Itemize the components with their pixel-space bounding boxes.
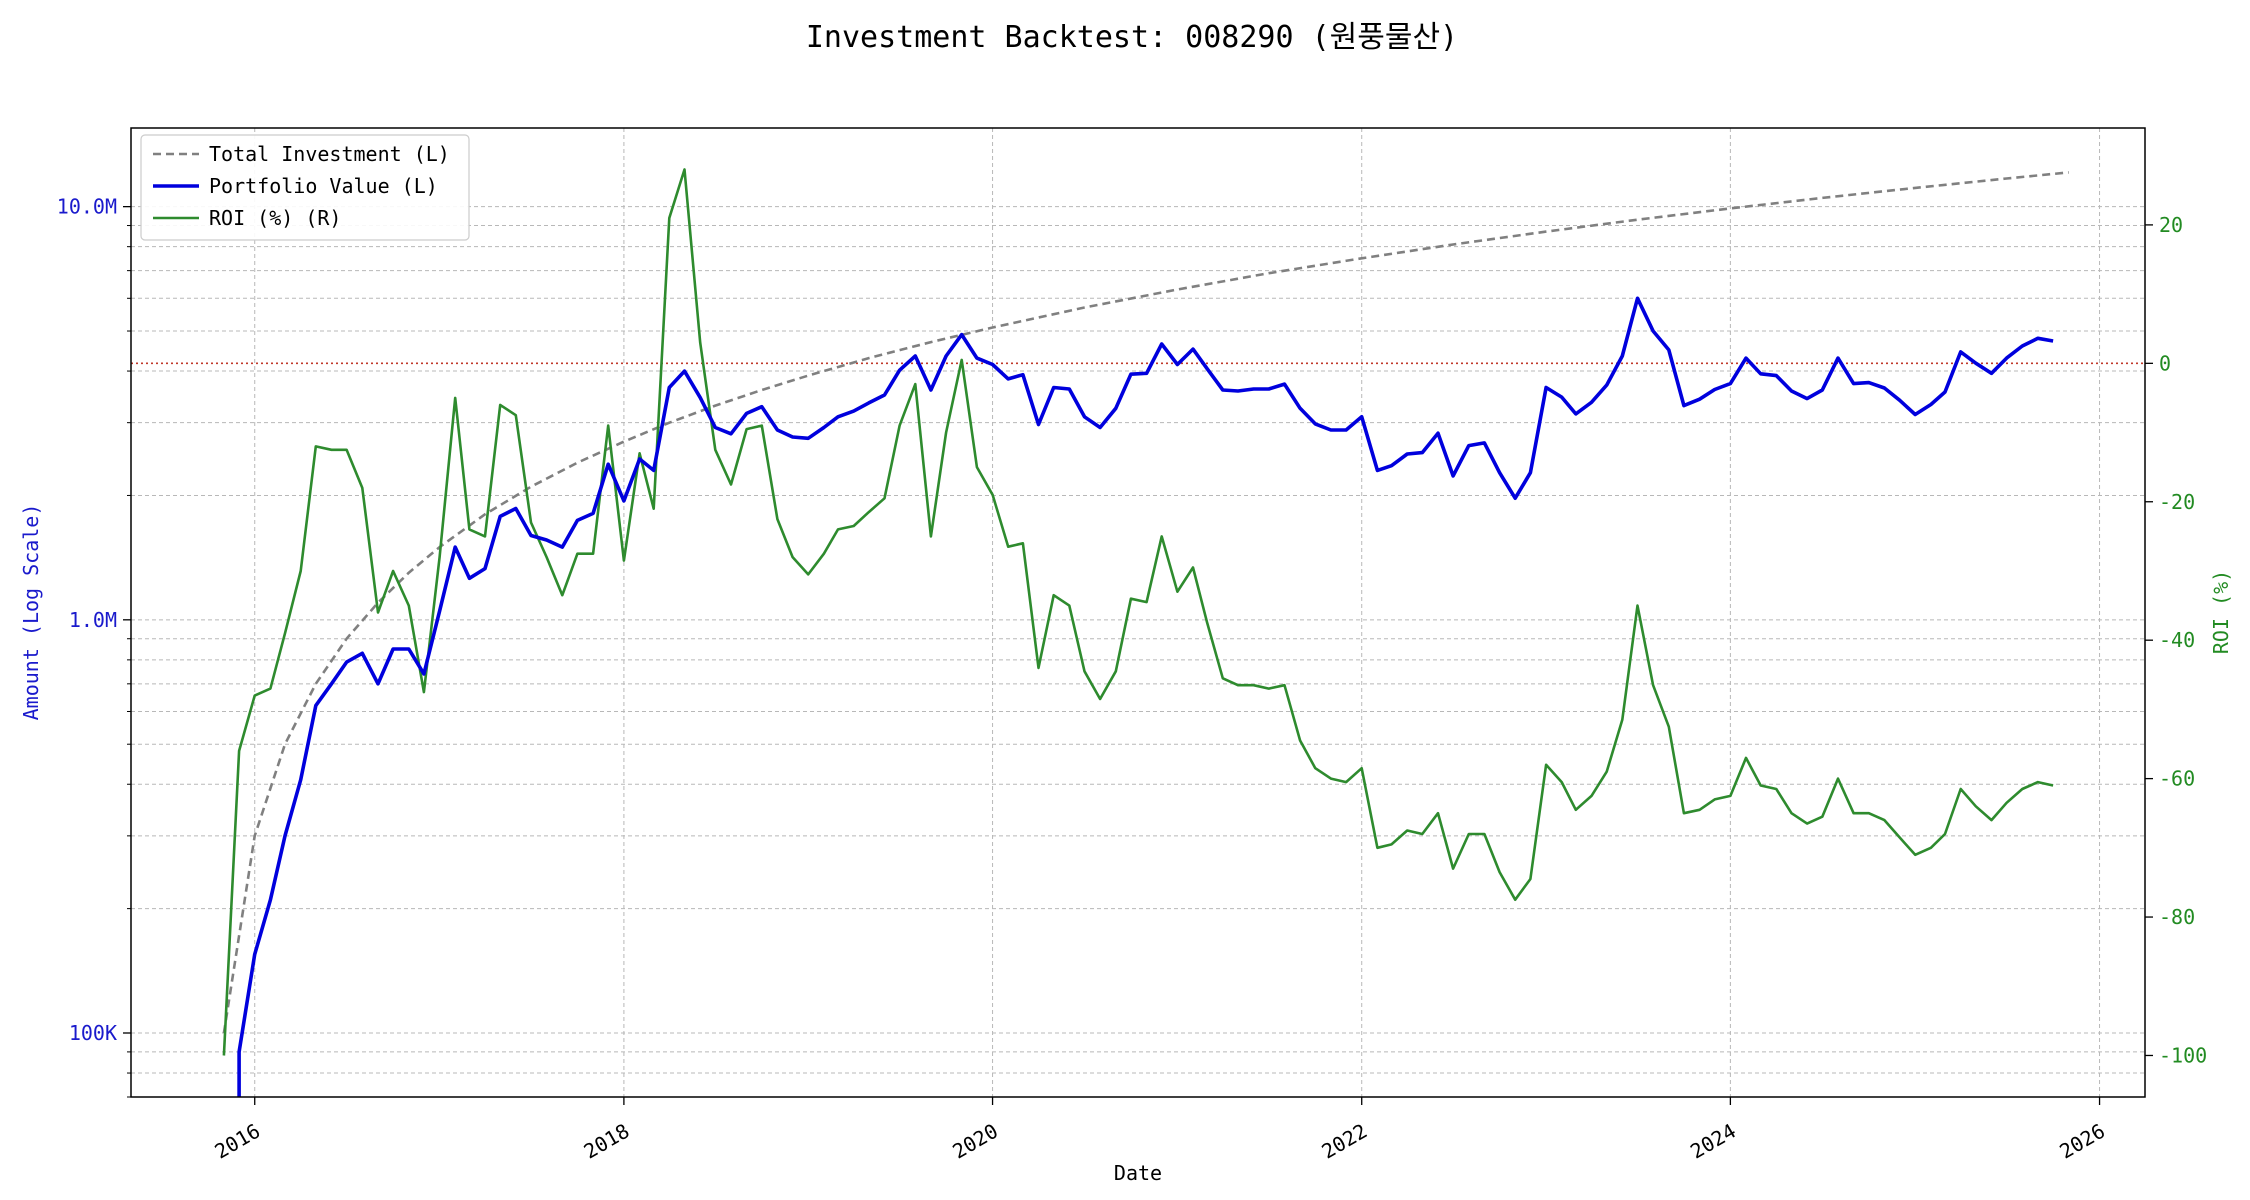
x-tick-label-2022: 2022 <box>1318 1119 1372 1164</box>
y-right-tick-label--20: -20 <box>2159 490 2195 514</box>
x-tick-label-2024: 2024 <box>1686 1119 1740 1164</box>
x-tick-label-2020: 2020 <box>948 1119 1002 1164</box>
chart-title: Investment Backtest: 008290 (원풍물산) <box>806 20 1458 55</box>
legend-label-portfolio-value: Portfolio Value (L) <box>209 174 438 198</box>
y-axis-right-label: ROI (%) <box>2209 570 2233 654</box>
y-left-tick-label-1000000: 1.0M <box>69 608 117 632</box>
x-axis-label: Date <box>1114 1161 1162 1185</box>
y-left-tick-label-10000000: 10.0M <box>57 195 117 219</box>
grid-lines <box>131 128 2145 1098</box>
y-right-tick-label--40: -40 <box>2159 628 2195 652</box>
y-axis-left: 100K 1.0M 10.0M <box>57 195 131 1098</box>
y-left-tick-label-100000: 100K <box>69 1021 117 1045</box>
y-right-tick-label-20: 20 <box>2159 213 2183 237</box>
y-right-tick-label--80: -80 <box>2159 905 2195 929</box>
plot-series <box>222 168 2069 1097</box>
x-tick-label-2016: 2016 <box>211 1119 265 1164</box>
series-roi <box>222 168 2054 1056</box>
x-tick-label-2018: 2018 <box>580 1119 634 1164</box>
legend-label-total-investment: Total Investment (L) <box>209 142 450 166</box>
y-right-tick-label--100: -100 <box>2159 1043 2207 1067</box>
y-right-tick-label--60: -60 <box>2159 767 2195 791</box>
legend-box <box>140 134 470 241</box>
legend-label-roi: ROI (%) (R) <box>209 206 341 230</box>
x-axis: 2016 2018 2020 2022 2024 2026 <box>211 1097 2109 1164</box>
y-axis-right: 20 0 -20 -40 -60 -80 -100 <box>2145 213 2207 1067</box>
y-axis-left-label: Amount (Log Scale) <box>19 504 43 721</box>
legend: Total Investment (L) Portfolio Value (L)… <box>140 134 470 241</box>
x-tick-label-2026: 2026 <box>2055 1119 2109 1164</box>
plot-frame <box>130 127 2146 1098</box>
y-right-tick-label-0: 0 <box>2159 351 2171 375</box>
series-portfolio-value <box>237 296 2054 1097</box>
